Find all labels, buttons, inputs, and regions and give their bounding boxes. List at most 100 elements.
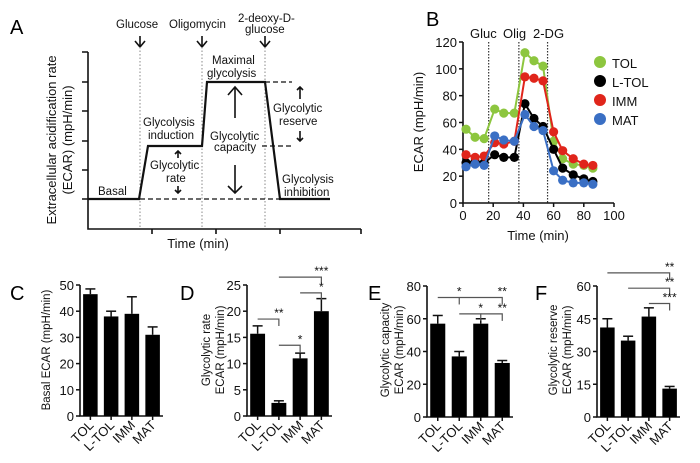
- data-point-imm: [470, 152, 480, 162]
- data-point-l-tol: [568, 170, 578, 180]
- y-axis-label-f-2: ECAR (mpH/min): [562, 305, 574, 394]
- significance-label: **: [665, 260, 675, 274]
- significance-label: *: [478, 301, 483, 315]
- y-tick-label: 30: [60, 330, 74, 345]
- injection-arrows: [134, 36, 271, 49]
- panel-label-b: B: [426, 9, 439, 31]
- significance-label: *: [457, 284, 462, 298]
- bar-tol: [430, 323, 446, 417]
- y-tick-label: 40: [407, 345, 421, 360]
- data-point-tol: [479, 134, 489, 144]
- bar-l-tol: [271, 402, 287, 416]
- y-tick-label: 80: [407, 279, 421, 294]
- x-tick-label-b: 100: [603, 208, 625, 223]
- injection-2dg-2: glucose: [245, 24, 285, 36]
- panel-c: C Basal ECAR (mpH/min) 01020304050TOLL-T…: [10, 278, 163, 454]
- bar-tol: [83, 294, 98, 416]
- panel-a: A Glucose Oligomycin 2-deoxy-D- glucose …: [10, 13, 362, 251]
- data-point-mat: [461, 162, 471, 172]
- data-point-imm: [588, 160, 598, 171]
- bar-mat: [494, 362, 510, 417]
- x-tick-label-mat: MAT: [479, 418, 508, 447]
- data-point-mat: [529, 121, 539, 132]
- y-axis-label-a-2: (ECAR) (mpH/min): [60, 85, 75, 194]
- label-induction-2: induction: [148, 130, 194, 142]
- bar-mat: [662, 388, 677, 417]
- y-tick-label: 15: [577, 377, 591, 392]
- data-point-mat: [579, 178, 589, 188]
- legend-label-imm: IMM: [612, 94, 637, 109]
- data-point-tol: [470, 132, 480, 142]
- x-tick-label-mat: MAT: [646, 418, 675, 447]
- bar-l-tol: [451, 356, 467, 417]
- y-tick-label: 20: [60, 357, 74, 372]
- label-max-2: glycolysis: [207, 68, 256, 80]
- data-point-tol: [509, 108, 519, 118]
- data-point-mat: [509, 136, 519, 146]
- data-point-tol: [520, 48, 530, 58]
- significance-label: **: [274, 306, 284, 320]
- significance-label: **: [498, 284, 508, 298]
- label-inhibition-1: Glycolysis: [282, 174, 334, 186]
- x-tick-label-b: 0: [459, 208, 466, 223]
- label-rate-1: Glycolytic: [150, 160, 199, 172]
- y-axis-label-c: Basal ECAR (mpH/min): [41, 289, 53, 410]
- significance-bracket: [480, 313, 503, 321]
- y-tick-label: 5: [234, 383, 241, 398]
- label-max-1: Maximal: [212, 55, 255, 67]
- label-basal: Basal: [98, 186, 127, 198]
- panel-d: D Glycolytic rate ECAR (mpH/min) 0 5 10 15 2…: [180, 264, 332, 454]
- data-point-l-tol: [529, 113, 539, 124]
- data-point-imm: [538, 76, 548, 86]
- injection-label-olig: Olig: [503, 26, 526, 41]
- injection-label-gluc: Gluc: [470, 26, 497, 41]
- bar-mat: [145, 334, 160, 416]
- significance-label: **: [498, 301, 508, 315]
- y-axis-label-a-1: Extracellular acidification rate: [44, 55, 59, 224]
- y-tick-label: 50: [60, 278, 74, 293]
- x-tick-label-mat: MAT: [298, 417, 327, 446]
- y-tick-label: 20: [227, 304, 241, 319]
- injection-oligomycin: Oligomycin: [169, 19, 226, 31]
- x-tick-label-b: 80: [577, 208, 591, 223]
- data-point-imm: [520, 72, 530, 82]
- y-axis-label-d-1: Glycolytic rate: [201, 314, 213, 386]
- label-reserve-2: reserve: [279, 116, 317, 128]
- significance-bracket: [459, 313, 482, 321]
- data-point-mat: [490, 131, 500, 141]
- data-point-imm: [461, 150, 471, 160]
- panel-label-e: E: [368, 283, 381, 305]
- y-tick-label: 60: [577, 279, 591, 294]
- y-tick-label: 20: [407, 377, 421, 392]
- panel-label-a: A: [10, 17, 24, 39]
- y-tick-label-b: 100: [435, 62, 457, 77]
- data-point-mat: [588, 179, 598, 189]
- x-axis-label-a: Time (min): [167, 236, 229, 251]
- label-capacity-1: Glycolytic: [210, 131, 259, 143]
- y-tick-label-b: 80: [443, 89, 457, 104]
- injection-2dg-1: 2-deoxy-D-: [238, 13, 295, 25]
- y-tick-label: 0: [414, 410, 421, 425]
- label-inhibition-2: inhibition: [284, 187, 329, 199]
- significance-label: *: [319, 280, 324, 294]
- significance-label: ***: [663, 290, 677, 304]
- data-point-mat: [470, 159, 480, 169]
- y-axis-label-f-1: Glycolytic reserve: [548, 305, 560, 396]
- data-point-mat: [479, 160, 489, 171]
- data-point-imm: [568, 154, 578, 164]
- label-capacity-2: capacity: [214, 142, 256, 154]
- data-point-imm: [558, 146, 568, 156]
- bar-l-tol: [620, 340, 636, 417]
- bar-imm: [292, 358, 308, 416]
- bar-imm: [473, 323, 489, 417]
- y-tick-label: 15: [227, 330, 241, 345]
- bar-l-tol: [103, 316, 119, 416]
- data-point-imm: [579, 159, 589, 169]
- data-point-mat: [549, 166, 559, 176]
- data-point-l-tol: [499, 152, 509, 162]
- y-tick-label: 0: [67, 409, 74, 424]
- data-point-tol: [499, 108, 509, 118]
- data-point-l-tol: [520, 99, 530, 109]
- data-point-mat: [520, 109, 530, 120]
